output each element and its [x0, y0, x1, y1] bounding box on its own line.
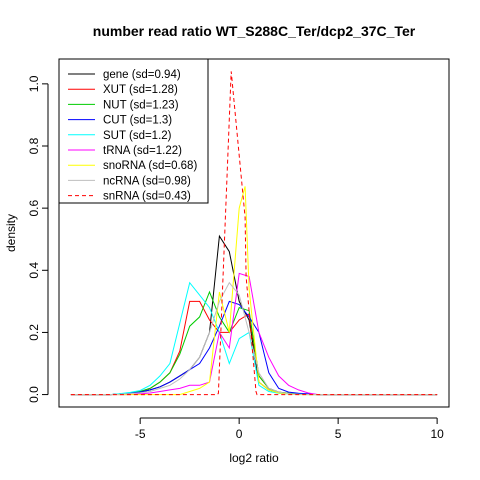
- legend-label-4: SUT (sd=1.2): [103, 130, 172, 142]
- legend-label-7: ncRNA (sd=0.98): [103, 175, 191, 187]
- y-tick-label-2: 0.4: [27, 262, 41, 279]
- legend-label-8: snRNA (sd=0.43): [103, 191, 191, 203]
- plot-frame: [58, 58, 450, 408]
- legend-box: [58, 58, 209, 204]
- x-tick-label-1: 0: [236, 427, 243, 441]
- x-tick-label-2: 5: [335, 427, 342, 441]
- x-axis: -5 0 5 10: [135, 417, 444, 441]
- legend-label-5: tRNA (sd=1.22): [103, 145, 182, 157]
- y-axis-label: density: [4, 214, 18, 252]
- legend: gene (sd=0.94) XUT (sd=1.28) NUT (sd=1.23)…: [58, 58, 209, 204]
- y-axis: 0.0 0.2 0.4 0.6 0.8 1.0: [27, 75, 49, 403]
- y-tick-label-5: 1.0: [27, 75, 41, 92]
- y-tick-label-3: 0.6: [27, 199, 41, 216]
- legend-label-3: CUT (sd=1.3): [103, 115, 172, 127]
- y-tick-label-4: 0.8: [27, 137, 41, 154]
- legend-label-6: snoRNA (sd=0.68): [103, 160, 197, 172]
- series-line-2: [70, 290, 438, 396]
- legend-label-1: XUT (sd=1.28): [103, 84, 178, 96]
- legend-label-0: gene (sd=0.94): [103, 69, 181, 81]
- x-tick-label-0: -5: [135, 427, 146, 441]
- chart-title: number read ratio WT_S288C_Ter/dcp2_37C_…: [93, 23, 416, 39]
- y-tick-label-0: 0.0: [27, 386, 41, 403]
- series-line-1: [70, 300, 438, 396]
- series-line-5: [70, 272, 438, 396]
- series-layer: [70, 71, 438, 396]
- y-tick-label-1: 0.2: [27, 324, 41, 341]
- series-line-8: [70, 71, 438, 396]
- x-axis-label: log2 ratio: [229, 451, 279, 465]
- series-line-6: [70, 186, 438, 396]
- x-tick-label-3: 10: [430, 427, 444, 441]
- legend-label-2: NUT (sd=1.23): [103, 99, 179, 111]
- series-line-7: [70, 281, 438, 396]
